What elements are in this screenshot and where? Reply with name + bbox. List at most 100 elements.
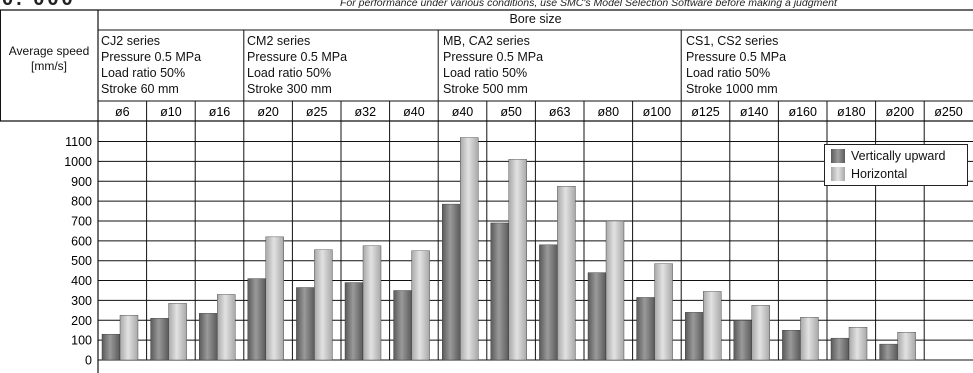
bar-horizontal xyxy=(314,249,333,361)
legend-swatch-vertical xyxy=(831,149,845,163)
bar-vertically-upward xyxy=(344,282,364,361)
bar-vertically-upward xyxy=(490,222,509,361)
y-axis-label-line2: [mm/s] xyxy=(31,59,67,73)
bar-horizontal xyxy=(557,186,576,361)
legend-swatch-horizontal xyxy=(831,167,845,181)
bar-horizontal xyxy=(265,236,284,361)
series-load: Load ratio 50% xyxy=(443,66,528,80)
bars-group xyxy=(101,137,916,361)
y-tick-label: 500 xyxy=(71,254,92,268)
legend-label-horizontal: Horizontal xyxy=(851,167,908,181)
bar-vertically-upward xyxy=(830,337,850,361)
bar-horizontal xyxy=(508,159,527,361)
category-label: ø16 xyxy=(209,105,231,119)
y-tick-label: 0 xyxy=(85,354,92,368)
category-label: ø32 xyxy=(355,105,377,119)
bar-vertically-upward xyxy=(879,343,898,361)
series-name: CJ2 series xyxy=(101,34,161,48)
bar-vertically-upward xyxy=(636,297,655,361)
category-label: ø40 xyxy=(452,105,474,119)
category-label: ø40 xyxy=(403,105,425,119)
bar-vertically-upward xyxy=(150,318,169,361)
bar-vertically-upward xyxy=(685,312,704,361)
series-pressure: Pressure 0.5 MPa xyxy=(247,50,348,64)
series-load: Load ratio 50% xyxy=(686,66,771,80)
category-label: ø160 xyxy=(788,105,817,119)
y-tick-label: 200 xyxy=(71,314,92,328)
bar-vertically-upward xyxy=(442,203,461,361)
series-stroke: Stroke 1000 mm xyxy=(686,82,778,96)
grid-lines xyxy=(98,121,973,361)
bar-horizontal xyxy=(800,317,819,361)
bar-vertically-upward xyxy=(733,320,752,361)
y-tick-label: 600 xyxy=(71,234,92,248)
bar-horizontal xyxy=(897,331,916,361)
legend-label-vertical: Vertically upward xyxy=(851,149,946,163)
series-load: Load ratio 50% xyxy=(247,66,332,80)
category-label: ø200 xyxy=(886,105,915,119)
bar-vertically-upward xyxy=(782,330,801,361)
series-pressure: Pressure 0.5 MPa xyxy=(686,50,787,64)
bar-horizontal xyxy=(411,250,430,361)
series-load: Load ratio 50% xyxy=(101,66,186,80)
bar-horizontal xyxy=(654,263,673,361)
category-label: ø180 xyxy=(837,105,866,119)
y-tick-label: 800 xyxy=(71,195,92,209)
y-axis-label-line1: Average speed xyxy=(8,44,90,58)
series-group-cs1-cs2: CS1, CS2 series Pressure 0.5 MPa Load ra… xyxy=(686,33,786,97)
series-group-cm2: CM2 series Pressure 0.5 MPa Load ratio 5… xyxy=(247,33,347,97)
category-label: ø6 xyxy=(115,105,130,119)
y-tick-label: 900 xyxy=(71,175,92,189)
series-stroke: Stroke 500 mm xyxy=(443,82,528,96)
series-pressure: Pressure 0.5 MPa xyxy=(101,50,202,64)
bar-vertically-upward xyxy=(296,287,315,361)
bar-horizontal xyxy=(751,305,770,361)
bar-horizontal xyxy=(703,291,722,361)
y-tick-label: 100 xyxy=(71,334,92,348)
bar-vertically-upward xyxy=(247,278,267,361)
bar-horizontal xyxy=(362,245,382,361)
performance-note: For performance under various conditions… xyxy=(340,0,837,9)
bar-vertically-upward xyxy=(198,313,218,361)
table-frame xyxy=(0,9,973,373)
category-label: ø10 xyxy=(160,105,182,119)
category-label: ø80 xyxy=(598,105,620,119)
series-pressure: Pressure 0.5 MPa xyxy=(443,50,544,64)
y-tick-label: 700 xyxy=(71,214,92,228)
legend-item-vertical: Vertically upward xyxy=(831,148,946,164)
category-label: ø63 xyxy=(549,105,571,119)
series-name: CM2 series xyxy=(247,34,311,48)
chart-legend: Vertically upward Horizontal xyxy=(824,144,968,186)
y-tick-label: 1100 xyxy=(65,135,92,149)
series-group-mb-ca2: MB, CA2 series Pressure 0.5 MPa Load rat… xyxy=(443,33,543,97)
bar-horizontal xyxy=(460,137,479,361)
y-tick-label: 1000 xyxy=(64,155,92,169)
y-tick-label: 400 xyxy=(71,274,92,288)
bar-vertically-upward xyxy=(101,333,121,361)
series-stroke: Stroke 300 mm xyxy=(247,82,332,96)
bar-horizontal xyxy=(168,303,187,361)
category-label: ø50 xyxy=(500,105,522,119)
bore-size-header: Bore size xyxy=(509,12,562,26)
category-labels: ø6 ø10 ø16 ø20 ø25 ø32 ø40 ø40 ø50 ø63 ø80 ø100 ø125… xyxy=(115,105,963,119)
series-stroke: Stroke 60 mm xyxy=(101,82,179,96)
category-label: ø250 xyxy=(934,105,963,119)
series-group-cj2: CJ2 series Pressure 0.5 MPa Load ratio 5… xyxy=(101,33,201,97)
y-tick-labels: 0 100 200 300 400 500 600 700 800 900 1000 1100 xyxy=(64,135,92,367)
bar-horizontal xyxy=(216,294,236,361)
y-tick-label: 300 xyxy=(71,294,92,308)
category-label: ø140 xyxy=(740,105,769,119)
bar-horizontal xyxy=(605,220,625,361)
category-label: ø25 xyxy=(306,105,328,119)
bar-vertically-upward xyxy=(393,290,412,361)
bar-vertically-upward xyxy=(587,272,607,361)
series-name: CS1, CS2 series xyxy=(686,34,779,48)
bar-horizontal xyxy=(119,315,139,361)
category-label: ø100 xyxy=(643,105,672,119)
category-label: ø125 xyxy=(691,105,720,119)
legend-item-horizontal: Horizontal xyxy=(831,166,907,182)
bar-vertically-upward xyxy=(539,244,558,361)
category-label: ø20 xyxy=(257,105,279,119)
